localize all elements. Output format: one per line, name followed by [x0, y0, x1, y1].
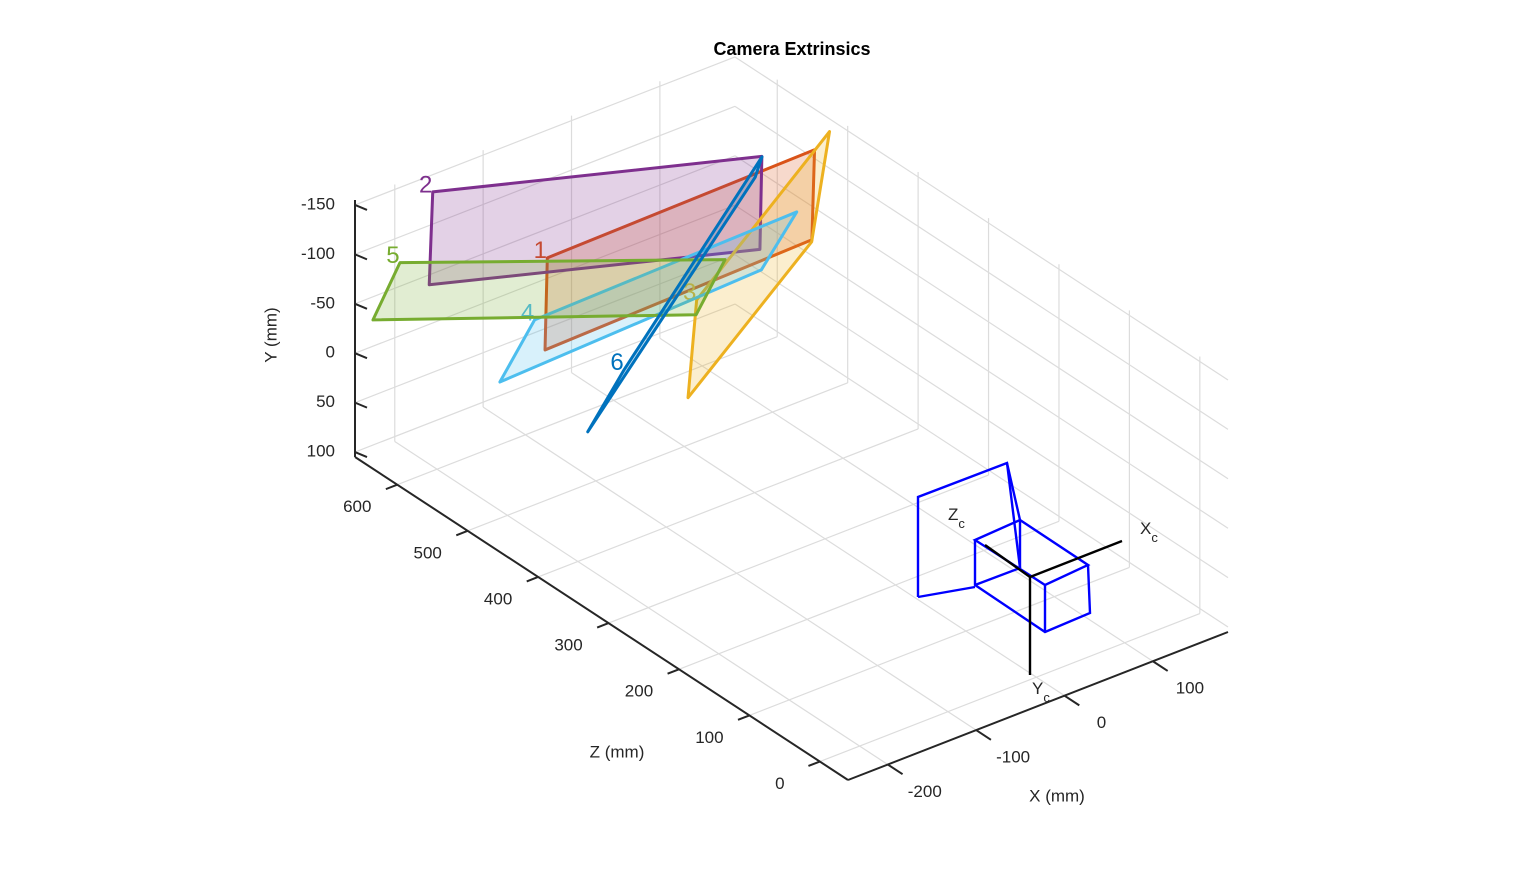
y-tick-label: -150 [301, 194, 335, 213]
plane [686, 130, 832, 400]
camera-frustum [916, 461, 1022, 597]
grid-line [659, 337, 1154, 662]
y-tick [354, 204, 368, 211]
x-tick [1063, 694, 1080, 707]
grid-line [678, 520, 1060, 670]
y-tick [354, 253, 368, 261]
plane [371, 258, 727, 322]
axes: -200-10001000100200300400500600-150-100-… [301, 194, 1229, 801]
y-tick [354, 451, 368, 458]
camera-body [974, 566, 1021, 587]
y-tick [354, 302, 368, 310]
y-tick-label: -100 [301, 244, 335, 263]
camera-frustum [1005, 462, 1022, 569]
y-tick-label: -50 [310, 293, 335, 312]
x-axis-label: X (mm) [1029, 786, 1085, 805]
plane-label: 2 [419, 171, 432, 198]
y-tick-label: 50 [316, 392, 335, 411]
plane-label: 4 [521, 299, 534, 326]
grid-line [482, 406, 977, 731]
z-tick-label: 600 [343, 497, 371, 516]
grid-line [734, 303, 1229, 628]
plane [586, 155, 764, 434]
y-axis-label: Y (mm) [261, 307, 280, 362]
z-tick-label: 500 [413, 543, 441, 562]
x-tick-label: -200 [908, 782, 942, 801]
plane-label: 1 [534, 237, 547, 264]
grid-line [397, 336, 778, 486]
z-tick [526, 576, 539, 583]
grid-line [608, 474, 989, 624]
z-tick [808, 760, 821, 767]
camera-axis [984, 544, 1031, 578]
y-tick-label: 0 [326, 343, 335, 362]
camera-axis-label: Yc [1032, 679, 1050, 705]
z-tick [667, 668, 680, 675]
grid-line [734, 254, 1229, 579]
z-tick [455, 529, 469, 537]
grid-line [571, 372, 1065, 697]
grid-line [467, 382, 848, 532]
grid-line [354, 303, 736, 453]
z-axis-label: Z (mm) [590, 742, 645, 761]
camera: Xc Yc Zc [916, 461, 1158, 705]
grid-line [354, 155, 736, 305]
grid-line [394, 441, 889, 766]
x-tick [1152, 660, 1169, 672]
grid-line [734, 105, 1229, 430]
z-tick [385, 483, 398, 491]
camera-axis-label: Zc [948, 505, 965, 531]
z-tick [596, 622, 609, 629]
grid-line [354, 204, 736, 354]
camera-axis [1029, 539, 1123, 579]
grid-line [734, 204, 1229, 529]
y-tick [354, 352, 368, 360]
z-tick-label: 300 [554, 636, 582, 655]
z-axis-line [354, 456, 849, 781]
y-tick-label: 100 [307, 442, 335, 461]
grid-line [819, 612, 1201, 763]
x-tick-label: 0 [1097, 713, 1106, 732]
z-tick-label: 400 [484, 589, 512, 608]
plane [427, 154, 764, 287]
y-tick [354, 401, 368, 409]
grid-line [734, 56, 1229, 381]
grid-line [749, 566, 1130, 716]
plane-label: 6 [610, 349, 623, 376]
z-tick-label: 100 [695, 728, 723, 747]
camera-axis-label: Xc [1140, 519, 1158, 545]
z-tick-label: 200 [625, 682, 653, 701]
z-tick-label: 0 [775, 774, 784, 793]
chart-title: Camera Extrinsics [713, 39, 870, 59]
x-tick [887, 763, 904, 776]
x-axis-line [847, 631, 1229, 781]
plane-label: 5 [386, 242, 399, 269]
x-tick-label: 100 [1176, 679, 1204, 698]
camera-frustum [917, 585, 976, 599]
z-tick [737, 714, 750, 721]
grid-line [354, 56, 736, 206]
grid-line [537, 428, 919, 578]
x-tick-label: -100 [996, 748, 1030, 767]
x-tick [975, 729, 992, 741]
